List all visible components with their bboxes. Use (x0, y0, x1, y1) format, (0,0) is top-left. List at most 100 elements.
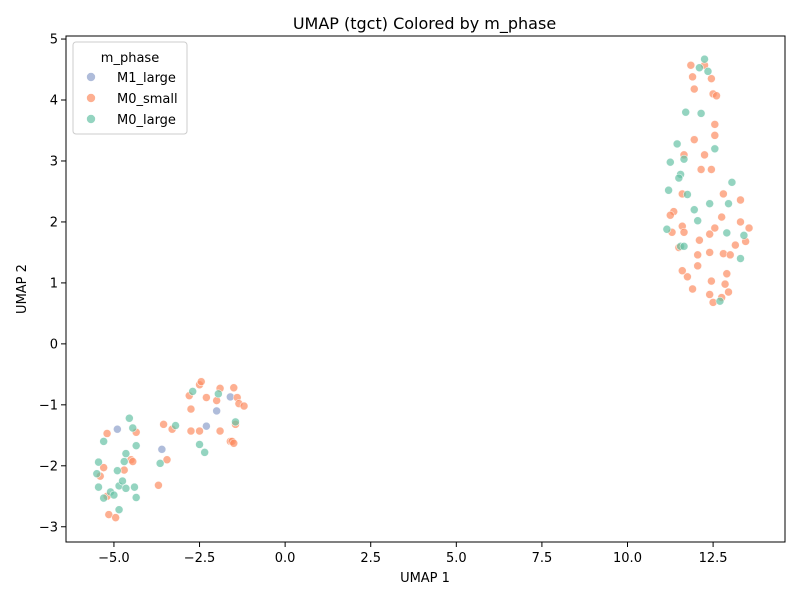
point-M0_small-66 (725, 250, 735, 260)
point-M0_large-36 (674, 173, 684, 183)
point-M1_large-0 (113, 424, 122, 434)
point-M0_large-50 (715, 296, 725, 306)
point-M0_large-44 (662, 224, 672, 234)
point-M0_large-31 (672, 139, 682, 149)
x-tick-label-2: 0.0 (275, 551, 296, 566)
point-M0_small-40 (710, 131, 720, 140)
x-tick-label-0: −5.0 (98, 551, 130, 566)
point-M0_small-4 (111, 513, 120, 522)
point-M0_large-0 (99, 437, 108, 446)
point-M0_small-73 (688, 284, 697, 294)
y-tick-label-3: 0 (50, 337, 58, 352)
point-M0_large-41 (724, 199, 733, 208)
point-M0_small-10 (154, 481, 163, 490)
y-tick-label-4: 1 (50, 276, 58, 291)
point-M0_small-1 (99, 463, 108, 472)
legend-marker-M1_large (86, 72, 96, 82)
point-M0_large-15 (128, 423, 138, 433)
legend-label-M1_large: M1_large (117, 71, 176, 86)
point-M0_large-48 (679, 242, 689, 251)
point-M0_large-20 (171, 421, 180, 430)
point-M0_small-43 (700, 150, 709, 160)
point-M0_large-21 (188, 387, 197, 396)
point-M0_small-44 (696, 165, 706, 174)
point-M1_large-3 (212, 406, 221, 416)
x-tick-label-1: −2.5 (184, 551, 216, 566)
y-tick-label-5: 2 (50, 215, 58, 230)
y-tick-label-6: 3 (50, 154, 58, 169)
point-M0_large-39 (683, 190, 692, 199)
legend-title: m_phase (101, 51, 159, 66)
y-tick-label-8: 5 (50, 33, 58, 48)
legend: m_phase M1_large M0_small M0_large (72, 41, 188, 135)
x-tick-label-3: 2.5 (360, 551, 381, 566)
point-M1_large-2 (202, 421, 211, 431)
point-M0_small-32 (686, 60, 696, 70)
point-M0_small-16 (186, 426, 196, 436)
point-M0_small-54 (710, 223, 720, 233)
point-M0_small-71 (707, 276, 716, 286)
point-M0_large-29 (681, 107, 691, 117)
point-M0_small-45 (707, 165, 716, 174)
y-tick-label-0: −3 (39, 520, 58, 535)
point-M0_small-34 (689, 84, 699, 94)
x-axis-label: UMAP 1 (400, 571, 450, 586)
point-M0_small-18 (196, 377, 206, 386)
point-M0_small-36 (707, 74, 716, 83)
scatter-points (92, 54, 754, 522)
point-M0_small-47 (719, 189, 728, 199)
point-M0_small-12 (162, 455, 172, 464)
point-M0_large-13 (113, 466, 122, 475)
legend-marker-M0_large (86, 114, 96, 124)
x-tick-label-4: 5.0 (446, 551, 467, 566)
point-M0_small-65 (693, 250, 702, 260)
point-M0_small-33 (688, 72, 697, 82)
point-M0_small-52 (736, 217, 745, 227)
point-M0_large-12 (121, 449, 131, 458)
y-axis: −3 −2 −1 0 1 2 3 4 5 (39, 33, 66, 535)
point-M0_large-38 (664, 185, 673, 195)
point-M0_small-0 (102, 429, 112, 438)
point-M0_small-55 (744, 223, 754, 233)
point-M0_small-58 (705, 229, 714, 239)
point-M0_large-19 (155, 459, 165, 468)
point-M0_large-18 (131, 493, 141, 502)
point-M0_large-33 (679, 154, 689, 164)
point-M0_small-38 (712, 91, 721, 101)
point-M0_large-14 (125, 413, 134, 423)
point-M0_small-75 (705, 290, 714, 299)
point-M0_large-3 (94, 482, 103, 492)
point-M0_large-11 (119, 457, 129, 466)
point-M0_small-74 (724, 287, 733, 297)
point-M0_large-37 (727, 178, 737, 187)
point-M0_small-68 (677, 266, 687, 276)
point-M0_small-72 (720, 279, 730, 289)
legend-marker-M0_small (86, 93, 96, 103)
point-M0_small-70 (722, 269, 732, 279)
point-M0_large-9 (118, 476, 127, 486)
point-M0_small-31 (239, 401, 249, 411)
point-M0_small-67 (693, 261, 702, 271)
legend-label-M0_large: M0_large (117, 113, 176, 128)
point-M0_large-27 (695, 63, 704, 73)
point-M0_large-2 (92, 469, 102, 479)
point-M0_small-51 (717, 212, 726, 222)
point-M0_small-41 (689, 135, 699, 144)
point-M0_large-46 (739, 231, 749, 240)
point-M0_small-8 (128, 457, 138, 466)
x-axis: −5.0 −2.5 0.0 2.5 5.0 7.5 10.0 12.5 (98, 542, 728, 566)
point-M0_small-61 (731, 240, 740, 250)
point-M0_small-23 (215, 426, 225, 436)
point-M0_small-26 (229, 383, 239, 393)
x-tick-label-5: 7.5 (532, 551, 553, 566)
legend-box (72, 41, 188, 135)
point-M0_small-57 (679, 228, 689, 237)
point-M0_small-69 (683, 272, 692, 282)
point-M0_large-25 (231, 417, 240, 427)
y-tick-label-1: −2 (39, 459, 58, 474)
point-M0_small-15 (186, 404, 196, 414)
point-M0_small-48 (736, 195, 745, 205)
point-M0_large-10 (121, 484, 131, 493)
y-tick-label-7: 4 (50, 94, 58, 109)
